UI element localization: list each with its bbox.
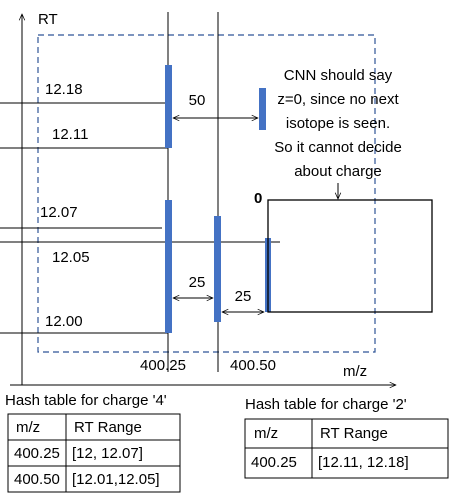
mz-label: 400.25 [140,357,186,374]
y-axis-label: RT [38,11,58,28]
peak-bar [165,200,172,333]
table-cell: [12, 12.07] [72,445,143,462]
table-header: RT Range [74,419,142,436]
x-axis-label: m/z [343,363,367,380]
peak-bar [259,88,266,130]
mz-label: 400.50 [230,357,276,374]
table-cell: 400.25 [251,454,297,471]
table [244,418,449,479]
rt-label: 12.11 [52,126,88,143]
zero-label: 0 [254,190,262,207]
distance-label: 25 [189,274,206,291]
table-header: m/z [254,425,278,442]
table-caption: Hash table for charge '4' [5,392,167,409]
rt-label: 12.00 [45,313,83,330]
table-cell: 400.25 [14,445,60,462]
table [7,413,181,493]
zero-box [267,199,433,313]
table-header: m/z [16,419,40,436]
rt-label: 12.07 [40,204,78,221]
distance-label: 50 [189,92,206,109]
note-line: z=0, since no next [277,91,399,108]
note-line: So it cannot decide [274,139,402,156]
rt-label: 12.05 [52,249,90,266]
peak-bar [214,216,221,322]
note-line: CNN should say [284,67,393,84]
table-cell: [12.11, 12.18] [318,454,409,471]
table-caption: Hash table for charge '2' [245,396,407,413]
dashed-region [37,34,376,353]
peak-bar [165,65,172,148]
note-line: about charge [294,163,382,180]
distance-label: 25 [235,288,252,305]
table-header: RT Range [320,425,388,442]
rt-label: 12.18 [45,81,83,98]
table-border [7,413,181,493]
note-line: isotope is seen. [286,115,390,132]
table-cell: [12.01,12.05] [72,471,160,488]
table-cell: 400.50 [14,471,60,488]
